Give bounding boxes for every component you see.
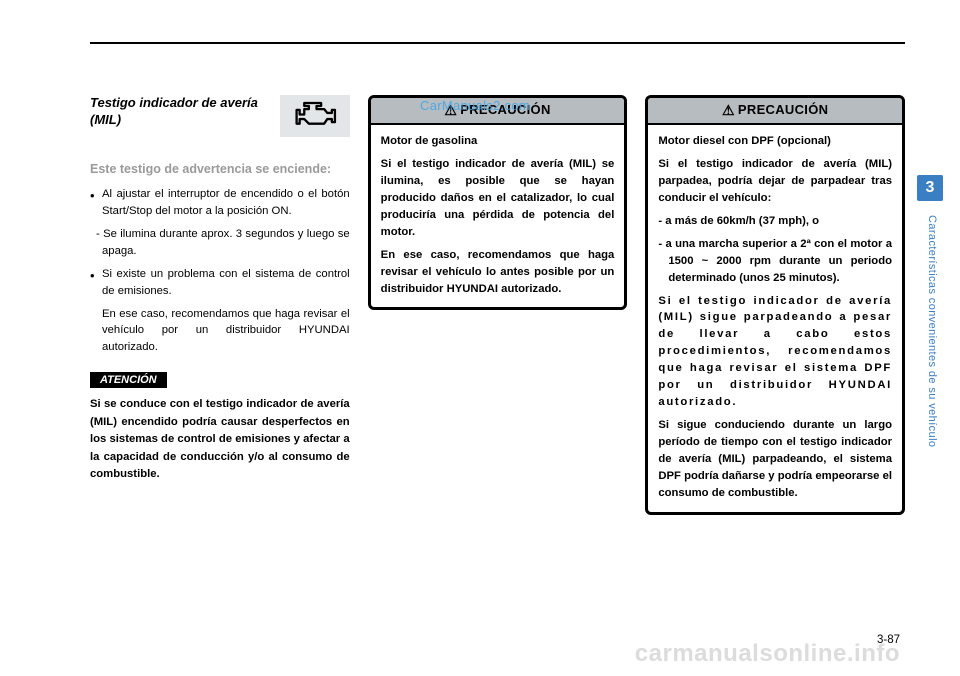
body-text-block: Al ajustar el interruptor de encendido o… [90,186,350,356]
manual-page: CarManuals2.com Testigo indicador de ave… [0,0,960,676]
bullet-item: Al ajustar el interruptor de encendido o… [90,186,350,220]
chapter-tab: 3 [917,175,943,201]
column-2: ⚠PRECAUCIÓN Motor de gasolina Si el test… [368,95,628,515]
atencion-label: ATENCIÓN [90,372,167,388]
caution-body: Motor diesel con DPF (opcional) Si el te… [648,125,902,512]
bullet-item: Si existe un problema con el sistema de … [90,266,350,300]
chapter-side-text: Características convenientes de su vehíc… [926,215,938,447]
caution-p: Si el testigo indicador de avería (MIL) … [658,293,892,412]
caution-p: Si el testigo indicador de avería (MIL) … [658,156,892,207]
content-columns: Testigo indicador de avería (MIL) Este t… [90,95,905,515]
engine-icon-box [280,95,350,137]
atencion-body: Si se conduce con el testigo indicador d… [90,396,350,484]
engine-malfunction-icon [292,100,338,132]
dash-item: - a más de 60km/h (37 mph), o [658,213,892,230]
caution-p: En ese caso, recomendamos que haga revis… [381,247,615,298]
watermark-top: CarManuals2.com [420,98,530,113]
caution-p: Si sigue conduciendo durante un largo pe… [658,417,892,502]
followup-paragraph: En ese caso, recomendamos que haga revis… [90,306,350,357]
column-1: Testigo indicador de avería (MIL) Este t… [90,95,350,515]
caution-p: Motor de gasolina [381,133,615,150]
top-rule [90,42,905,44]
caution-header-text: PRECAUCIÓN [738,102,828,117]
sub-bullet: - Se ilumina durante aprox. 3 segundos y… [90,226,350,260]
dash-item: - a una marcha superior a 2ª con el moto… [658,236,892,287]
col1-header-row: Testigo indicador de avería (MIL) [90,95,350,137]
warning-subhead: Este testigo de advertencia se enciende: [90,161,350,178]
caution-box-diesel: ⚠PRECAUCIÓN Motor diesel con DPF (opcion… [645,95,905,515]
section-title: Testigo indicador de avería (MIL) [90,95,270,129]
caution-box-gasoline: ⚠PRECAUCIÓN Motor de gasolina Si el test… [368,95,628,310]
warning-triangle-icon: ⚠ [722,102,735,119]
caution-body: Motor de gasolina Si el testigo indicado… [371,125,625,307]
caution-p: Si el testigo indicador de avería (MIL) … [381,156,615,241]
watermark-bottom: carmanualsonline.info [635,640,900,668]
column-3: ⚠PRECAUCIÓN Motor diesel con DPF (opcion… [645,95,905,515]
caution-p: Motor diesel con DPF (opcional) [658,133,892,150]
caution-header: ⚠PRECAUCIÓN [648,98,902,125]
